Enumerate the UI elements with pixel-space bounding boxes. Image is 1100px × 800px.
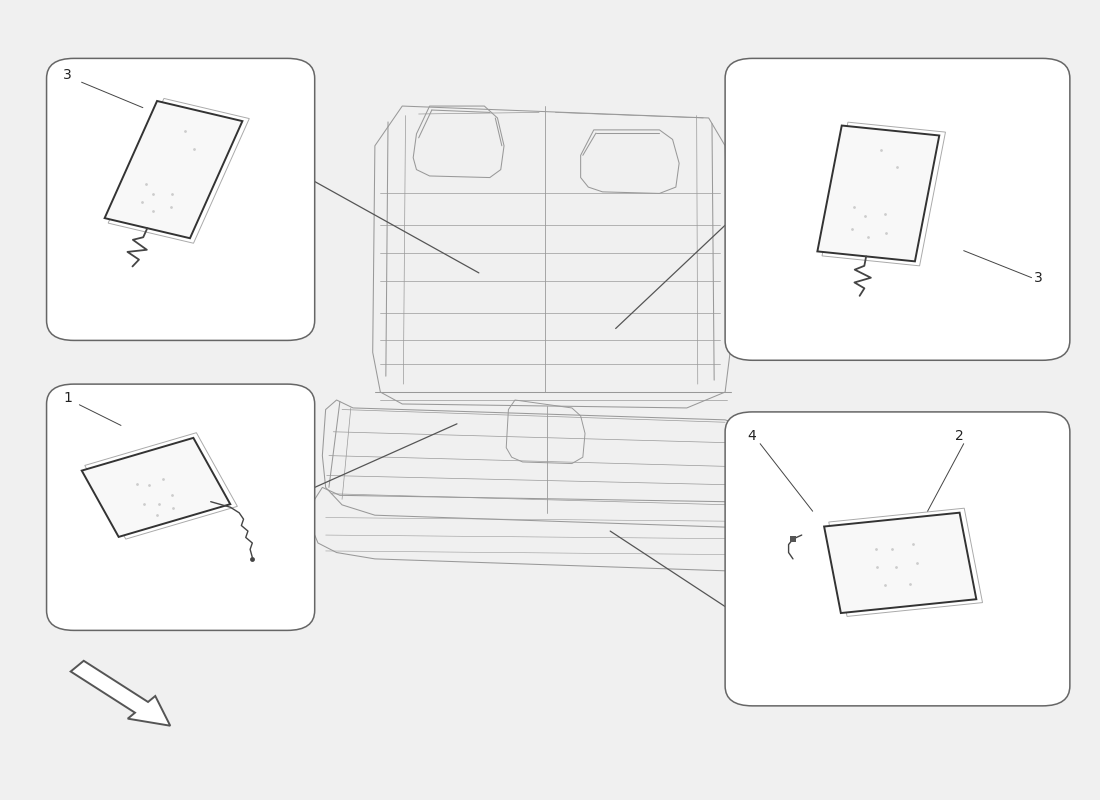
Polygon shape [104, 101, 242, 238]
FancyBboxPatch shape [46, 384, 315, 630]
Text: 3: 3 [63, 68, 72, 82]
Text: 2: 2 [955, 429, 964, 442]
FancyArrow shape [70, 661, 170, 726]
Polygon shape [817, 126, 939, 262]
Polygon shape [81, 438, 230, 537]
FancyBboxPatch shape [46, 58, 315, 341]
FancyBboxPatch shape [725, 58, 1070, 360]
Text: 1: 1 [63, 390, 72, 405]
Polygon shape [824, 513, 977, 613]
Text: 3: 3 [1034, 271, 1043, 286]
FancyBboxPatch shape [725, 412, 1070, 706]
Text: 4: 4 [747, 429, 756, 442]
